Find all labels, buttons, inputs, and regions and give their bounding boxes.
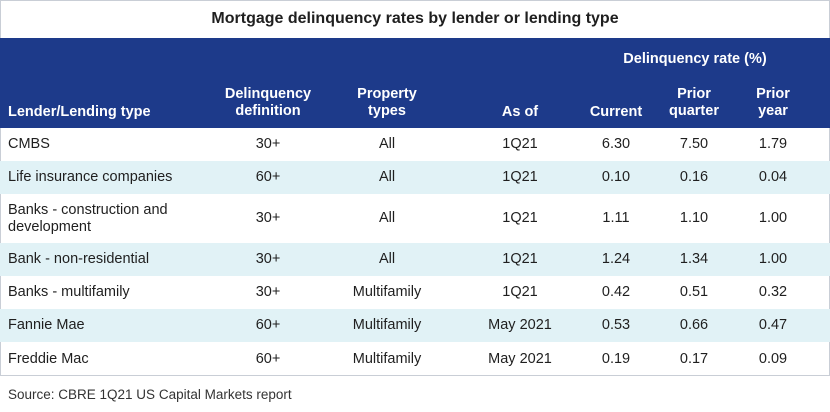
- prior-quarter-cell: 0.16: [679, 169, 709, 185]
- prior-quarter-cell: 7.50: [679, 136, 709, 152]
- prior-quarter-cell: 0.17: [679, 350, 709, 367]
- column-header-as-of: As of: [501, 104, 539, 120]
- property-types-cell: All: [378, 136, 396, 152]
- group-header-delinquency-rate: Delinquency rate (%): [623, 51, 767, 67]
- table-row: Life insurance companies 60+ All 1Q21 0.10 0.…: [0, 161, 830, 194]
- prior-year-cell: 1.79: [758, 136, 788, 152]
- column-header-property-types: Property types: [357, 86, 417, 119]
- definition-cell: 60+: [255, 350, 281, 367]
- as-of-cell: 1Q21: [502, 284, 538, 300]
- lender-cell: Freddie Mac: [8, 350, 89, 367]
- lender-cell: Banks - multifamily: [8, 284, 130, 300]
- table-row: CMBS 30+ All 1Q21 6.30 7.50 1.79: [0, 128, 830, 161]
- as-of-cell: 1Q21: [502, 136, 538, 152]
- as-of-cell: May 2021: [488, 317, 552, 333]
- prior-quarter-cell: 1.10: [679, 210, 709, 226]
- prior-year-cell: 1.00: [758, 210, 788, 226]
- prior-year-cell: 0.47: [758, 317, 788, 333]
- current-cell: 1.11: [602, 210, 630, 226]
- column-header-prior-year: Prior year: [756, 86, 790, 119]
- column-header-prior-quarter: Prior quarter: [669, 86, 719, 119]
- lender-cell: Banks - construction and development: [8, 201, 168, 235]
- lender-cell: Life insurance companies: [8, 169, 173, 185]
- property-types-cell: All: [378, 169, 396, 185]
- property-types-cell: All: [378, 210, 396, 226]
- current-cell: 0.10: [601, 169, 631, 185]
- as-of-cell: May 2021: [488, 350, 552, 367]
- lender-cell: Bank - non-residential: [8, 251, 150, 267]
- column-header-current: Current: [589, 104, 643, 120]
- as-of-cell: 1Q21: [502, 169, 538, 185]
- property-types-cell: Multifamily: [352, 317, 422, 333]
- definition-cell: 60+: [255, 317, 281, 333]
- column-header-definition: Delinquency definition: [224, 86, 312, 119]
- current-cell: 0.42: [601, 284, 631, 300]
- column-header-lender: Lender/Lending type: [8, 104, 151, 120]
- prior-year-cell: 0.09: [758, 350, 788, 367]
- definition-cell: 30+: [255, 284, 281, 300]
- lender-cell: Fannie Mae: [8, 317, 85, 333]
- table-row: Fannie Mae 60+ Multifamily May 2021 0.53 0.66…: [0, 309, 830, 342]
- definition-cell: 60+: [255, 169, 281, 185]
- prior-year-cell: 0.32: [758, 284, 788, 300]
- table-row: Freddie Mac 60+ Multifamily May 2021 0.19 0.1…: [0, 342, 830, 376]
- property-types-cell: Multifamily: [352, 284, 422, 300]
- prior-quarter-cell: 0.51: [679, 284, 709, 300]
- table-row: Banks - construction and development 30+ A…: [0, 194, 830, 243]
- prior-year-cell: 1.00: [758, 251, 788, 267]
- table-title: Mortgage delinquency rates by lender or …: [211, 10, 619, 27]
- definition-cell: 30+: [255, 210, 281, 226]
- property-types-cell: Multifamily: [352, 350, 422, 367]
- definition-cell: 30+: [255, 136, 281, 152]
- table-row: Banks - multifamily 30+ Multifamily 1Q21 0.4…: [0, 276, 830, 309]
- as-of-cell: 1Q21: [502, 251, 538, 267]
- source-note: Source: CBRE 1Q21 US Capital Markets rep…: [8, 387, 292, 402]
- current-cell: 0.19: [601, 350, 631, 367]
- lender-cell: CMBS: [8, 136, 50, 152]
- definition-cell: 30+: [255, 251, 281, 267]
- current-cell: 6.30: [601, 136, 631, 152]
- prior-quarter-cell: 1.34: [679, 251, 709, 267]
- property-types-cell: All: [378, 251, 396, 267]
- current-cell: 1.24: [601, 251, 631, 267]
- table-header: Delinquency rate (%) Lender/Lending type…: [0, 38, 830, 128]
- prior-quarter-cell: 0.66: [679, 317, 709, 333]
- as-of-cell: 1Q21: [502, 210, 538, 226]
- prior-year-cell: 0.04: [758, 169, 788, 185]
- current-cell: 0.53: [601, 317, 631, 333]
- table-row: Bank - non-residential 30+ All 1Q21 1.24 1.34…: [0, 243, 830, 276]
